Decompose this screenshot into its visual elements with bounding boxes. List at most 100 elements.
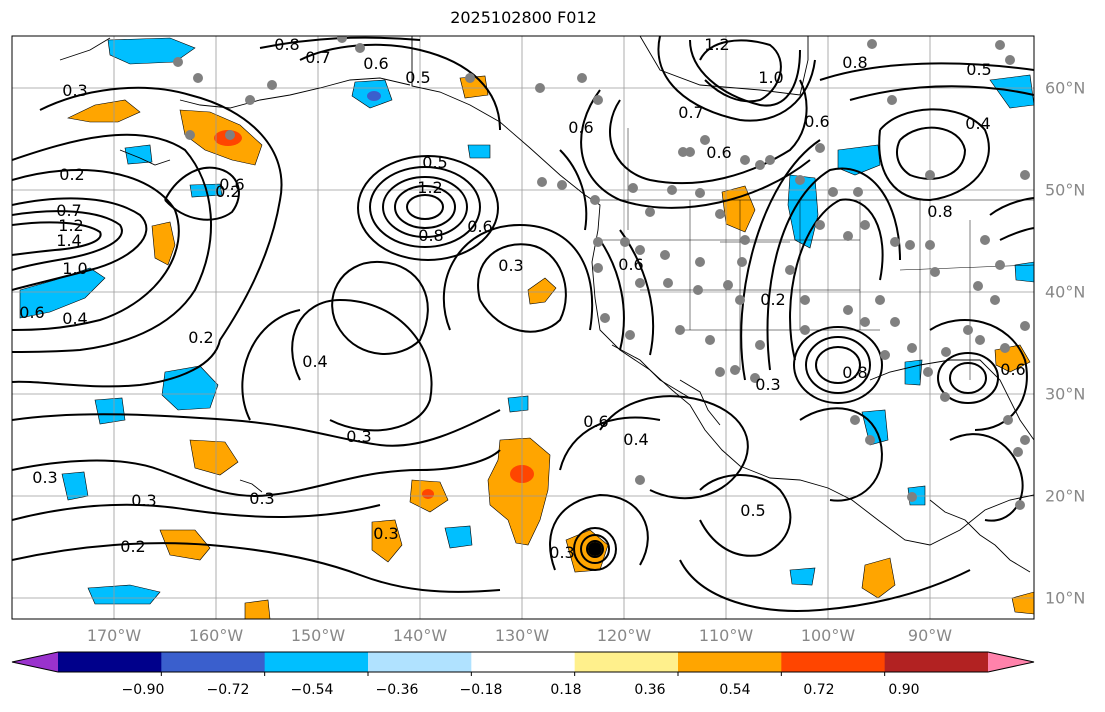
lon-label: 150°W (290, 626, 346, 645)
colorbar-tick-label: −0.54 (290, 682, 334, 698)
contour-label: 0.8 (418, 226, 443, 245)
cyclone-center (588, 542, 602, 556)
orange-patch (159, 529, 211, 561)
contour-label: 0.8 (842, 53, 867, 72)
lon-label: 120°W (596, 626, 652, 645)
colorbar-segment (574, 652, 679, 672)
contour-label: 0.2 (59, 165, 84, 184)
orange-patch (244, 599, 271, 619)
contour-label: 0.3 (131, 491, 156, 510)
colorbar-tick-label: −0.18 (459, 682, 503, 698)
lat-label: 40°N (1045, 282, 1086, 302)
royal-blue-patch (367, 91, 381, 101)
lon-label: 140°W (392, 626, 448, 645)
lon-label: 170°W (86, 626, 142, 645)
orange-patch (1011, 591, 1034, 615)
colorbar-segment (161, 652, 266, 672)
lon-label: 110°W (698, 626, 754, 645)
contour-label: 0.4 (302, 352, 327, 371)
lon-label: 160°W (188, 626, 244, 645)
contour-label: 0.8 (274, 35, 299, 54)
blue-patch (507, 395, 529, 413)
blue-patch (444, 525, 473, 549)
orange-patch (371, 519, 403, 563)
contour-label: 1.4 (56, 231, 81, 250)
orange-patch (67, 99, 141, 123)
lat-label: 30°N (1045, 384, 1086, 404)
contour-label: 0.5 (422, 153, 447, 172)
colorbar-segment (884, 652, 989, 672)
lon-label: 100°W (800, 626, 856, 645)
contour-label: 0.7 (56, 201, 81, 220)
contour-label: 1.2 (417, 178, 442, 197)
colorbar-segment (58, 652, 162, 672)
colorbar-segment (471, 652, 576, 672)
map-frame (11, 35, 1035, 620)
station-markers (173, 36, 1030, 510)
contour-label: 0.6 (706, 143, 731, 162)
blue-patch (124, 144, 153, 165)
colorbar-extend-max (988, 652, 1034, 672)
orange-patch (861, 557, 896, 599)
contour-labels: 0.8 0.7 0.6 0.5 0.3 0.2 0.7 1.2 1.4 1.0 … (19, 35, 1025, 562)
lon-label: 90°W (907, 626, 953, 645)
contour-label: 0.8 (842, 363, 867, 382)
colorbar-segment (368, 652, 472, 672)
lat-label: 10°N (1045, 588, 1086, 608)
contour-label: 1.0 (62, 259, 87, 278)
colorbar-segment (678, 652, 782, 672)
state-borders (600, 128, 1034, 380)
colorbar-tick-label: 0.54 (719, 682, 751, 698)
contour-label: 0.6 (1000, 360, 1025, 379)
blue-patch (837, 144, 881, 176)
contour-label: 0.3 (373, 524, 398, 543)
lon-label: 130°W (494, 626, 550, 645)
contour-lines (12, 36, 1034, 612)
contour-label: 0.6 (363, 54, 388, 73)
contour-label: 0.3 (346, 427, 371, 446)
contour-label: 0.8 (927, 202, 952, 221)
contour-label: 0.3 (498, 256, 523, 275)
contour-label: 0.6 (19, 303, 44, 322)
contour-label: 0.4 (623, 430, 648, 449)
orange-patch (527, 277, 557, 305)
map-title: 2025102800 F012 (450, 8, 597, 27)
orange-patch (721, 185, 756, 233)
contour-label: 0.7 (305, 48, 330, 67)
colorbar-outline (11, 651, 1035, 673)
contour-label: 0.5 (966, 60, 991, 79)
blue-patch (1014, 261, 1034, 283)
colorbar (11, 651, 1035, 676)
contour-label: 0.6 (804, 112, 829, 131)
blue-patch (467, 144, 491, 159)
contour-label: 0.5 (740, 501, 765, 520)
lat-label: 60°N (1045, 78, 1086, 98)
contour-label: 0.3 (32, 468, 57, 487)
contour-label: 0.6 (618, 255, 643, 274)
contour-label: 0.6 (568, 118, 593, 137)
contour-label: 0.6 (583, 412, 608, 431)
colorbar-tick-label: −0.36 (375, 682, 419, 698)
contour-label: 0.3 (549, 543, 574, 562)
contour-label: 0.5 (405, 68, 430, 87)
graticule (12, 36, 1034, 619)
colorbar-tick-label: −0.90 (121, 682, 165, 698)
contour-label: 0.3 (62, 81, 87, 100)
contour-label: 0.4 (62, 309, 87, 328)
colorbar-segment (264, 652, 369, 672)
contour-label: 0.2 (120, 537, 145, 556)
contour-label: 0.6 (467, 217, 492, 236)
lat-label: 50°N (1045, 180, 1086, 200)
contour-label: 1.2 (58, 216, 83, 235)
contour-label: 0.2 (215, 182, 240, 201)
contour-label: 0.2 (188, 328, 213, 347)
colorbar-tick-label: 0.36 (634, 682, 666, 698)
contour-label: 0.6 (219, 175, 244, 194)
colorbar-extend-min (12, 652, 58, 672)
contour-label: 0.3 (249, 489, 274, 508)
orange-patch (189, 439, 239, 476)
colorbar-segment (781, 652, 886, 672)
contour-label: 1.2 (704, 35, 729, 54)
colorbar-tick-label: 0.90 (888, 682, 920, 698)
